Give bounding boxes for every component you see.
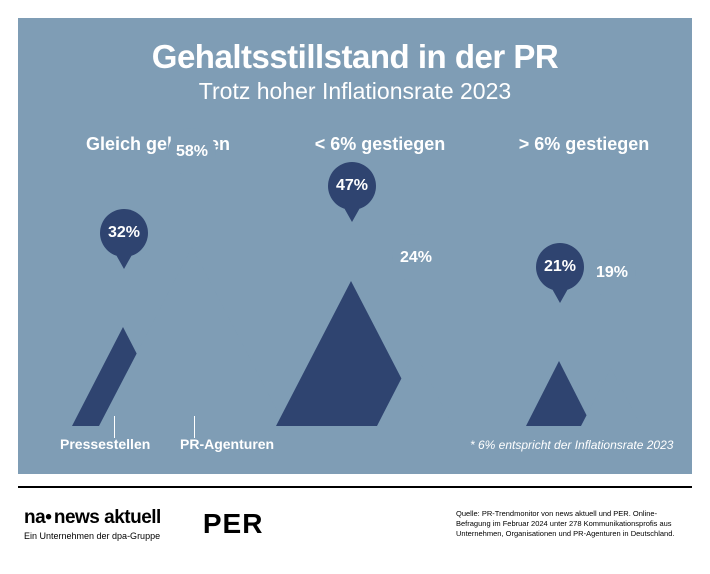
logo-na-line1: na•news aktuell xyxy=(24,507,161,529)
value-bubble: 21% xyxy=(536,243,584,291)
triangle-b xyxy=(377,352,453,426)
marker-tip-icon xyxy=(603,293,621,309)
logo-na-rest: news aktuell xyxy=(54,507,161,528)
group-label: > 6% gestiegen xyxy=(519,134,650,155)
sub-headline: Trotz hoher Inflationsrate 2023 xyxy=(18,76,692,105)
logo-na-line2: Ein Unternehmen der dpa-Gruppe xyxy=(24,531,161,541)
logo-na-prefix: na xyxy=(24,507,45,528)
infographic-panel: Gehaltsstillstand in der PR Trotz hoher … xyxy=(18,18,692,474)
source-text: Quelle: PR-Trendmonitor von news aktuell… xyxy=(456,509,686,539)
headline: Gehaltsstillstand in der PR xyxy=(18,18,692,76)
legend-label-b: PR-Agenturen xyxy=(180,436,274,452)
image-canvas: Gehaltsstillstand in der PR Trotz hoher … xyxy=(0,0,710,574)
chart-group: > 6% gestiegen 21%19% xyxy=(464,134,692,474)
logo-row: na•news aktuell Ein Unternehmen der dpa-… xyxy=(24,507,263,541)
value-marker: 19% xyxy=(588,249,636,309)
group-label: < 6% gestiegen xyxy=(315,134,446,155)
value-marker: 47% xyxy=(328,162,376,222)
value-bubble: 58% xyxy=(168,128,216,176)
legend-line xyxy=(194,416,195,438)
logo-per: PER xyxy=(203,508,264,540)
value-bubble: 19% xyxy=(588,249,636,297)
marker-tip-icon xyxy=(407,278,425,294)
chart-area: Gleich geblieben32%58% < 6% gestiegen 47% 2… xyxy=(18,134,692,474)
value-marker: 24% xyxy=(392,234,440,294)
logo-news-aktuell: na•news aktuell Ein Unternehmen der dpa-… xyxy=(24,507,161,541)
triangle-b xyxy=(581,368,641,426)
legend-line xyxy=(114,416,115,438)
legend-label-a: Pressestellen xyxy=(60,436,150,452)
value-marker: 21% xyxy=(536,243,584,303)
footnote: * 6% entspricht der Inflationsrate 2023 xyxy=(470,438,673,452)
footer-bar: na•news aktuell Ein Unternehmen der dpa-… xyxy=(18,486,692,552)
marker-tip-icon xyxy=(343,206,361,222)
marker-tip-icon xyxy=(183,172,201,188)
marker-tip-icon xyxy=(551,287,569,303)
value-marker: 58% xyxy=(168,128,216,188)
triangle-b xyxy=(99,247,285,426)
logo-na-dot: • xyxy=(45,507,54,528)
chart-group: Gleich geblieben32%58% xyxy=(38,134,278,474)
value-bubble: 47% xyxy=(328,162,376,210)
value-bubble: 24% xyxy=(392,234,440,282)
